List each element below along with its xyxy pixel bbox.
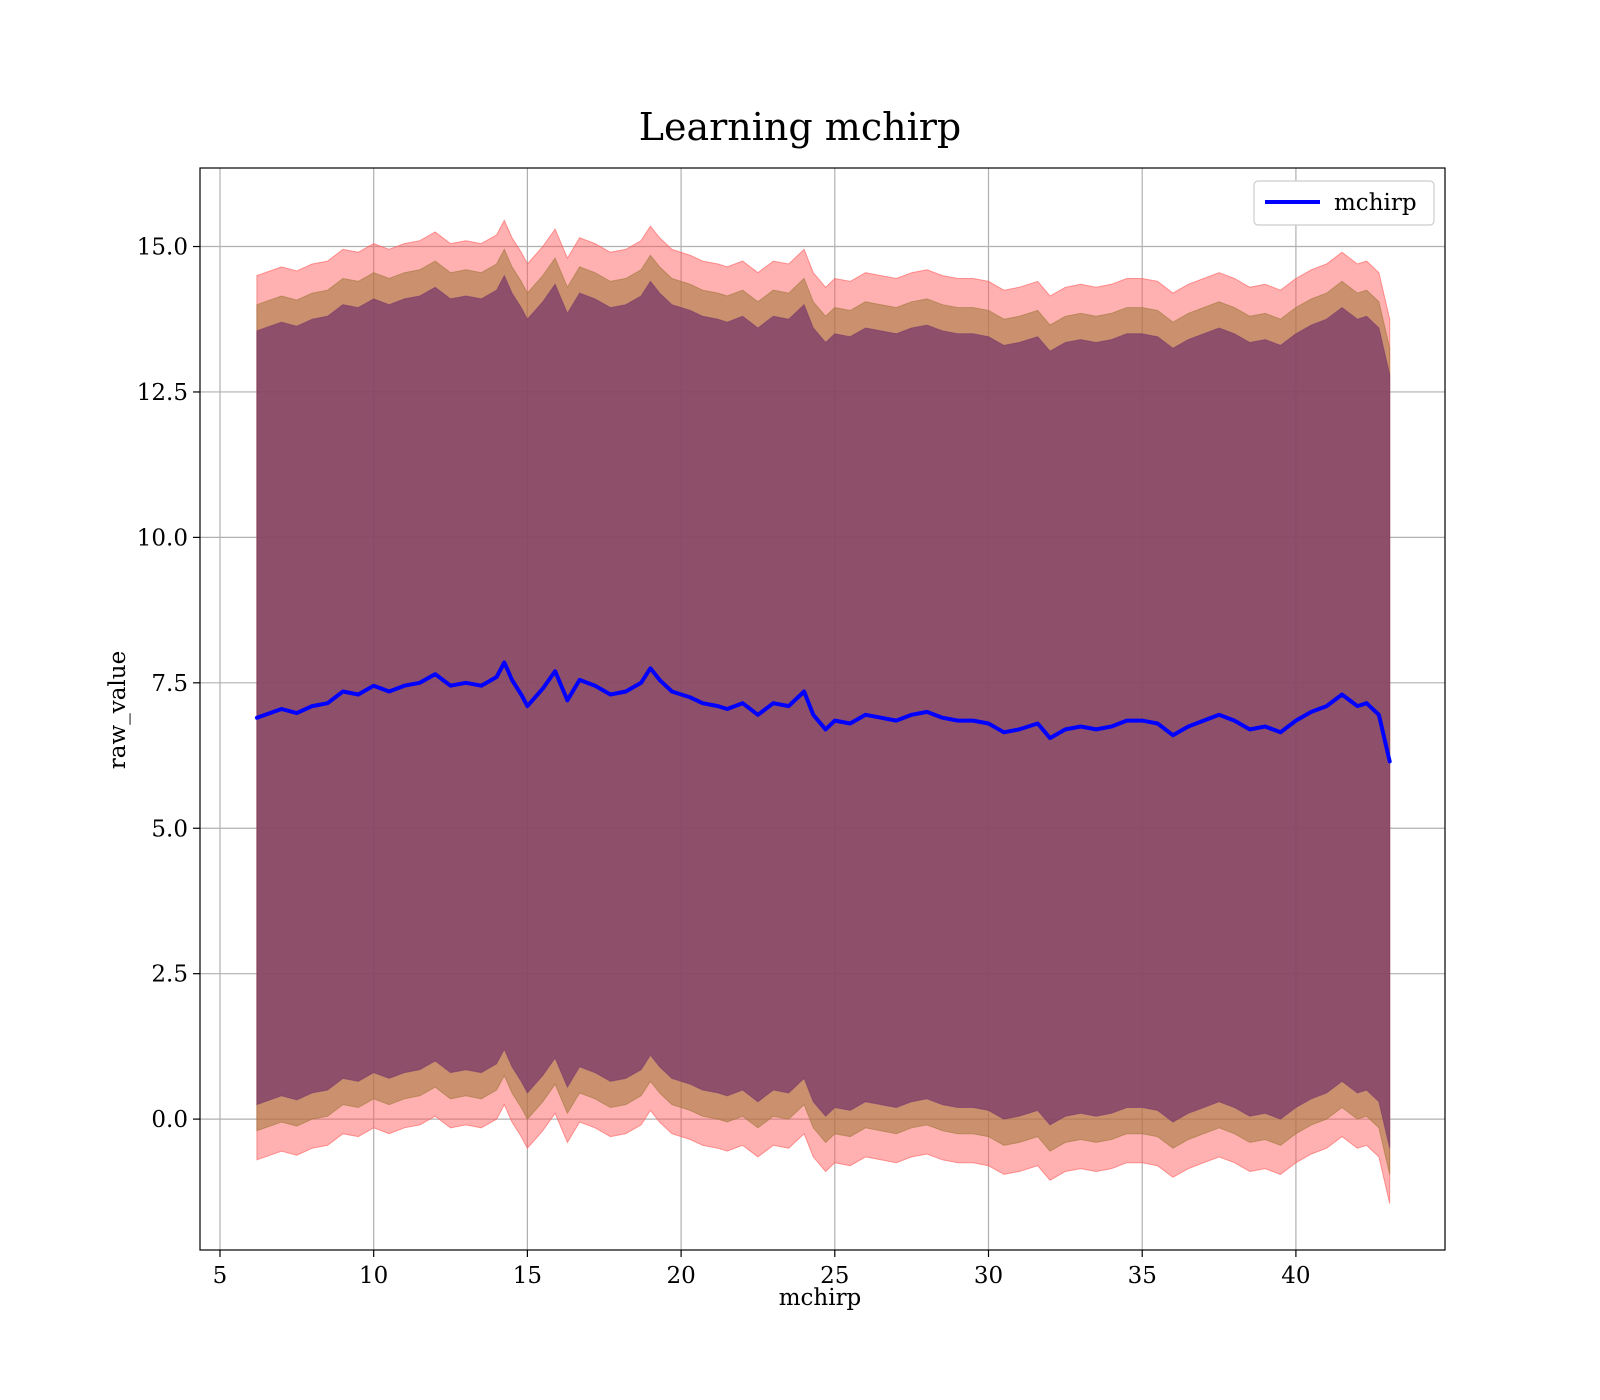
x-tick-label: 15	[513, 1263, 542, 1289]
x-axis-label: mchirp	[779, 1285, 862, 1311]
x-tick-label: 40	[1281, 1263, 1310, 1289]
y-tick-label: 5.0	[151, 816, 188, 842]
y-axis-ticks: 0.0 2.5 5.0 7.5 10.0 12.5 15.0	[137, 235, 200, 1133]
plot-frame	[199, 167, 1446, 1251]
series-lines	[254, 660, 1392, 764]
x-tick-label: 20	[666, 1263, 695, 1289]
legend-box	[1253, 180, 1435, 226]
x-axis-ticks: 5 10 15 20 25 30 35 40	[213, 1250, 1311, 1289]
legend-entry-mchirp: mchirp	[1334, 190, 1417, 216]
y-tick-label: 7.5	[151, 671, 188, 697]
x-tick-label: 35	[1128, 1263, 1157, 1289]
x-tick-label: 5	[213, 1263, 228, 1289]
x-tick-label: 25	[820, 1263, 849, 1289]
legend: mchirp	[1253, 180, 1435, 226]
y-tick-label: 15.0	[137, 235, 188, 261]
y-tick-label: 10.0	[137, 525, 188, 551]
plot-area	[199, 167, 1446, 1251]
series-line-mchirp	[254, 660, 1392, 764]
chart-title: Learning mchirp	[639, 105, 961, 149]
x-tick-label: 10	[359, 1263, 388, 1289]
x-tick-label: 30	[974, 1263, 1003, 1289]
confidence-bands	[256, 219, 1391, 1204]
confidence-band-1sigma	[256, 274, 1391, 1149]
y-tick-label: 12.5	[137, 380, 188, 406]
y-axis-label: raw_value	[105, 651, 131, 769]
y-tick-label: 2.5	[151, 962, 188, 988]
y-tick-label: 0.0	[151, 1107, 188, 1133]
